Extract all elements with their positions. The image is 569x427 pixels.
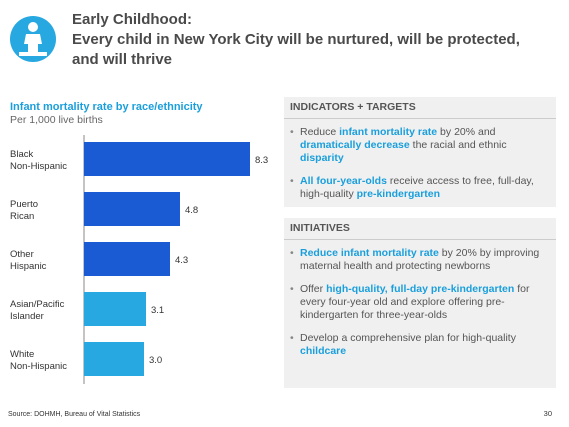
bullet-text: high-quality, full-day pre-kindergarten <box>326 283 515 295</box>
bullet-text: disparity <box>300 152 344 164</box>
category-label: White <box>10 349 34 360</box>
bullet: Develop a comprehensive plan for high-qu… <box>290 332 548 358</box>
source: Source: DOHMH, Bureau of Vital Statistic… <box>8 411 141 418</box>
page-number: 30 <box>544 409 552 418</box>
category-label: Islander <box>10 311 44 322</box>
value-label: 3.1 <box>151 305 164 316</box>
bar <box>84 192 180 226</box>
bullet-text: Offer <box>300 283 327 295</box>
bullet-text: childcare <box>300 345 347 357</box>
value-label: 8.3 <box>255 155 268 166</box>
icon <box>10 16 56 62</box>
category-label: Non-Hispanic <box>10 361 67 372</box>
bullet-text: All four-year-olds <box>300 175 387 187</box>
header-title: Early Childhood: <box>72 11 192 28</box>
value-label: 4.8 <box>185 205 198 216</box>
header-title: Every child in New York City will be nur… <box>72 31 520 48</box>
chart-title: Infant mortality rate by race/ethnicity <box>10 101 203 113</box>
bar <box>84 142 250 176</box>
chart-subtitle: Per 1,000 live births <box>10 114 103 126</box>
category-label: Puerto <box>10 199 38 210</box>
panel: INITIATIVES Reduce infant mortality rate … <box>284 218 556 388</box>
bullet-text: the racial and ethnic <box>409 139 507 151</box>
bullet-text: for every four-year old and explore offe… <box>300 283 530 321</box>
category-label: Hispanic <box>10 261 47 272</box>
category-label: Rican <box>10 211 34 222</box>
category-label: Asian/Pacific <box>10 299 65 310</box>
bullet: All four-year-olds receive access to fre… <box>290 175 548 201</box>
bullet-text: receive access to free, full-day, high-q… <box>300 175 534 200</box>
bullet-text: dramatically decrease <box>300 139 410 151</box>
category-label: Black <box>10 149 33 160</box>
panel-title: INDICATORS + TARGETS <box>284 101 556 119</box>
bullet-text: pre-kindergarten <box>356 188 441 200</box>
panel-title: INITIATIVES <box>284 222 556 240</box>
bullet-text: by 20% by improving maternal health and … <box>300 247 540 272</box>
bullet-text: infant mortality rate <box>339 126 438 138</box>
bullet: Offer high-quality, full-day pre-kinderg… <box>290 283 548 322</box>
bullet-text: Develop a comprehensive plan for high-qu… <box>300 332 516 344</box>
bar <box>84 342 144 376</box>
panel: INDICATORS + TARGETS Reduce infant mortal… <box>284 97 556 207</box>
bullet-text: Reduce <box>300 126 340 138</box>
value-label: 3.0 <box>149 355 162 366</box>
category-label: Other <box>10 249 34 260</box>
bullet-text: by 20% and <box>437 126 496 138</box>
header-title: and will thrive <box>72 51 172 68</box>
category-label: Non-Hispanic <box>10 161 67 172</box>
bar <box>84 242 170 276</box>
bar <box>84 292 146 326</box>
value-label: 4.3 <box>175 255 188 266</box>
bullet-text: Reduce infant mortality rate <box>300 247 439 259</box>
bullet: Reduce infant mortality rate by 20% by i… <box>290 247 548 273</box>
bullet: Reduce infant mortality rate by 20% and … <box>290 126 548 165</box>
